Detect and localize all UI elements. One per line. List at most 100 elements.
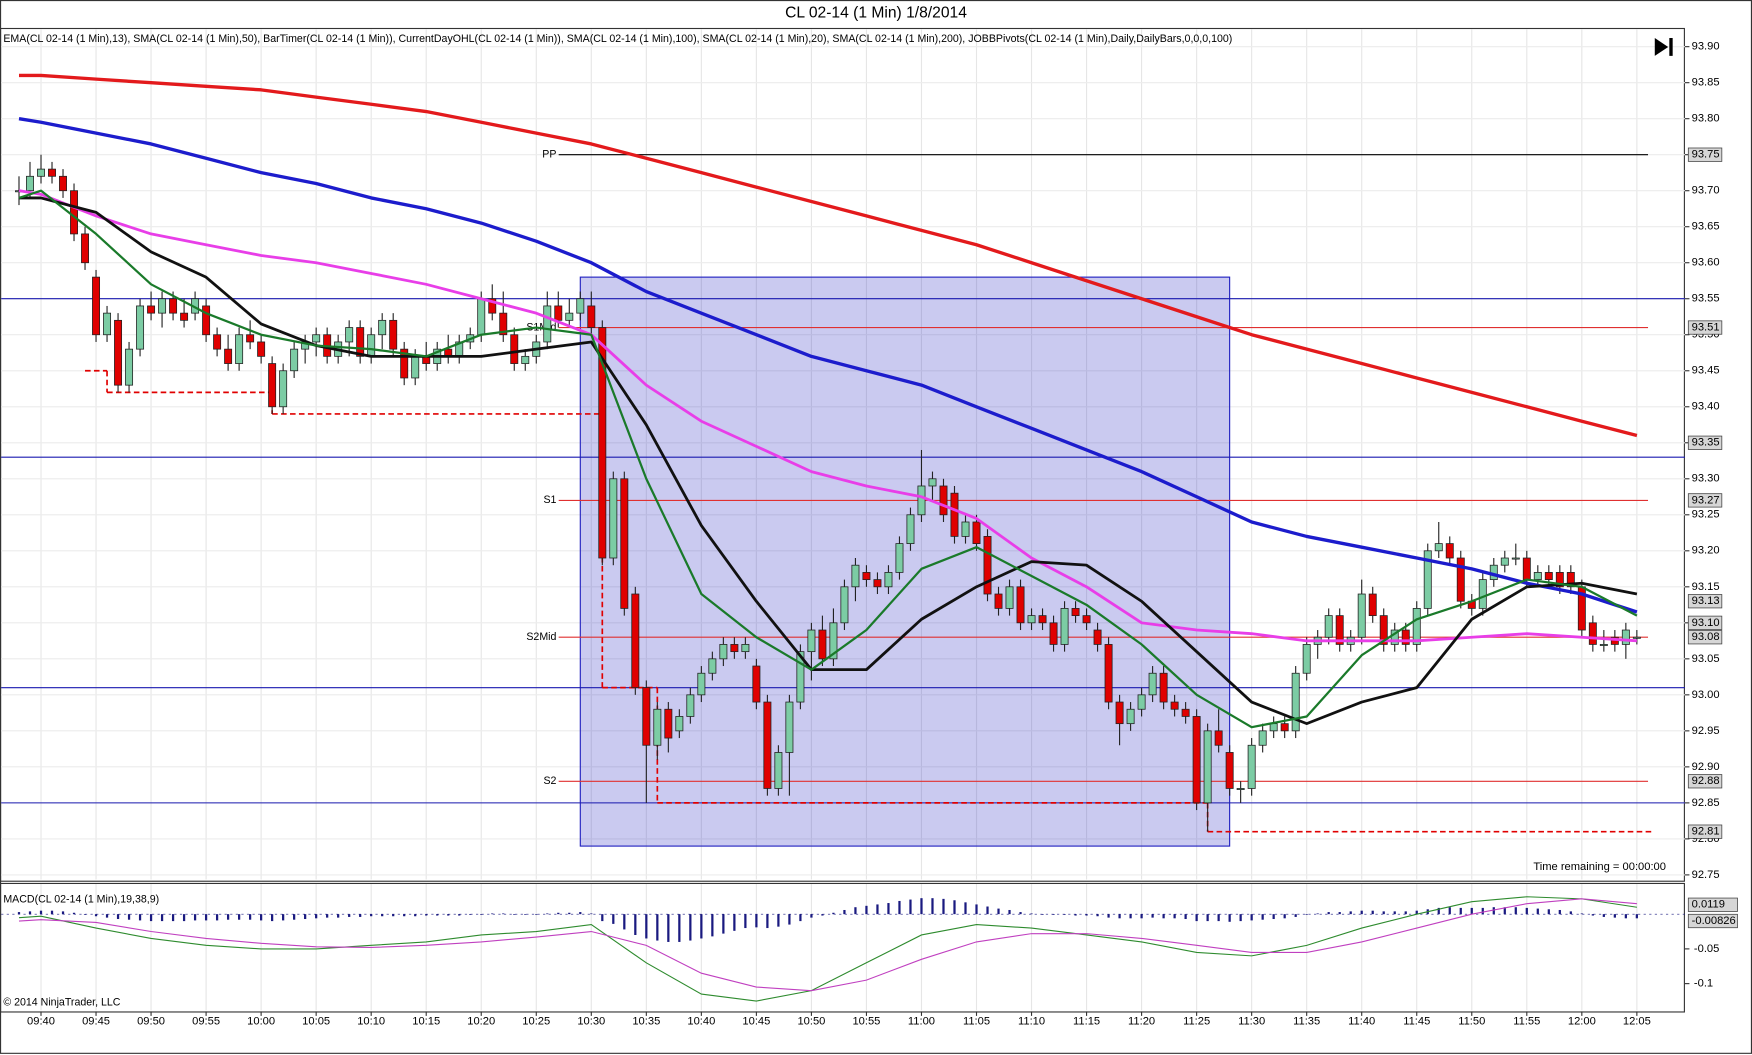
moving-average bbox=[18, 73, 1638, 438]
macd-bar bbox=[1635, 914, 1638, 919]
candle-body bbox=[895, 543, 904, 573]
x-tick-label: 11:50 bbox=[1458, 1015, 1485, 1027]
x-tick-label: 11:10 bbox=[1018, 1015, 1045, 1027]
macd-bar bbox=[237, 914, 241, 920]
candle-body bbox=[961, 521, 970, 537]
macd-bar bbox=[1448, 907, 1451, 915]
macd-bar bbox=[832, 912, 835, 915]
candle-body bbox=[1126, 708, 1135, 725]
candle-body bbox=[1632, 636, 1641, 639]
candle-body bbox=[708, 658, 717, 674]
macd-bar bbox=[1437, 907, 1440, 915]
macd-bar bbox=[810, 914, 813, 918]
macd-bar bbox=[1305, 914, 1308, 915]
x-tick-label: 10:20 bbox=[467, 1015, 495, 1027]
macd-bar bbox=[744, 914, 747, 929]
macd-bar bbox=[1316, 913, 1319, 915]
candle-body bbox=[719, 644, 728, 660]
pivot-label: S2 bbox=[543, 775, 556, 787]
candle-body bbox=[1280, 723, 1289, 732]
candle-body bbox=[367, 334, 376, 357]
candle-body bbox=[1478, 579, 1487, 609]
macd-bar bbox=[1041, 914, 1044, 915]
y-tick-label: -0.1 bbox=[1694, 978, 1713, 990]
macd-bar bbox=[480, 914, 483, 915]
macd-bar bbox=[1591, 914, 1594, 916]
price-marker bbox=[1687, 147, 1723, 162]
candle-body bbox=[576, 298, 585, 314]
y-tick-label: 93.45 bbox=[1692, 365, 1720, 377]
candle-body bbox=[1269, 723, 1278, 732]
macd-bar bbox=[282, 914, 285, 921]
macd-bar bbox=[1052, 914, 1055, 915]
macd-marker-label: -0.00826 bbox=[1692, 915, 1736, 927]
macd-bar bbox=[83, 914, 87, 915]
x-tick-label: 10:10 bbox=[357, 1015, 385, 1027]
play-icon[interactable] bbox=[1654, 37, 1669, 56]
macd-bar bbox=[557, 912, 560, 915]
macd-bar bbox=[788, 914, 791, 925]
macd-bar bbox=[149, 914, 153, 922]
macd-bar bbox=[1272, 914, 1275, 920]
macd-bar bbox=[1096, 914, 1099, 917]
candle-body bbox=[642, 687, 651, 746]
x-tick-label: 10:35 bbox=[632, 1015, 660, 1027]
candle-body bbox=[972, 521, 981, 544]
macd-bar bbox=[1228, 914, 1231, 922]
macd-bar bbox=[964, 902, 967, 915]
macd-bar bbox=[711, 914, 714, 937]
macd-bar bbox=[1019, 912, 1022, 915]
go-to-end-button[interactable] bbox=[1654, 37, 1673, 56]
price-marker bbox=[1687, 435, 1723, 450]
x-tick-label: 12:05 bbox=[1623, 1015, 1651, 1027]
macd-bar bbox=[1250, 914, 1253, 921]
macd-title: MACD(CL 02-14 (1 Min),19,38,9) bbox=[3, 893, 159, 905]
candle-body bbox=[763, 701, 772, 789]
candle-body bbox=[994, 593, 1003, 609]
candle-body bbox=[26, 175, 34, 192]
candle-body bbox=[1258, 730, 1267, 746]
macd-bar bbox=[590, 913, 593, 915]
candle-body bbox=[1522, 557, 1531, 581]
candle-body bbox=[488, 298, 497, 314]
price-marker-label: 93.10 bbox=[1692, 617, 1720, 629]
macd-bar bbox=[843, 909, 846, 915]
candle-body bbox=[1247, 744, 1256, 789]
candle-body bbox=[917, 485, 926, 516]
candle-body bbox=[1115, 701, 1124, 725]
x-tick-label: 10:45 bbox=[742, 1015, 770, 1027]
x-tick-label: 10:15 bbox=[412, 1015, 440, 1027]
macd-bar bbox=[392, 914, 395, 917]
macd-bar bbox=[1184, 914, 1187, 920]
candle-body bbox=[48, 168, 56, 177]
x-tick-label: 10:25 bbox=[522, 1015, 550, 1027]
pivot-label: S1 bbox=[543, 494, 556, 506]
macd-bar bbox=[612, 914, 615, 924]
price-marker bbox=[1687, 493, 1723, 508]
candle-body bbox=[1104, 644, 1113, 703]
macd-line bbox=[18, 898, 1637, 992]
macd-bar bbox=[94, 914, 98, 917]
macd-bar bbox=[226, 914, 230, 920]
time-remaining: Time remaining = 00:00:00 bbox=[1533, 861, 1666, 873]
price-marker bbox=[1687, 320, 1723, 335]
x-tick-label: 09:40 bbox=[27, 1015, 55, 1027]
macd-bar bbox=[315, 914, 318, 919]
macd-bar bbox=[359, 914, 362, 917]
y-tick-label: 93.25 bbox=[1692, 509, 1720, 521]
macd-bar bbox=[513, 914, 516, 915]
candle-body bbox=[1181, 708, 1190, 717]
macd-bar bbox=[854, 907, 857, 915]
x-tick-label: 12:00 bbox=[1568, 1015, 1596, 1027]
end-bar-icon[interactable] bbox=[1669, 37, 1673, 56]
macd-bar bbox=[1393, 911, 1396, 915]
y-tick-label: 92.90 bbox=[1692, 761, 1720, 773]
macd-bar bbox=[1580, 913, 1583, 915]
macd-bar bbox=[502, 913, 505, 915]
y-tick-label: 92.75 bbox=[1692, 869, 1720, 881]
macd-bar bbox=[337, 914, 340, 918]
candle-body bbox=[1324, 615, 1333, 638]
macd-bar bbox=[568, 912, 571, 915]
candle-body bbox=[1357, 593, 1366, 638]
candle-body bbox=[1071, 608, 1080, 617]
